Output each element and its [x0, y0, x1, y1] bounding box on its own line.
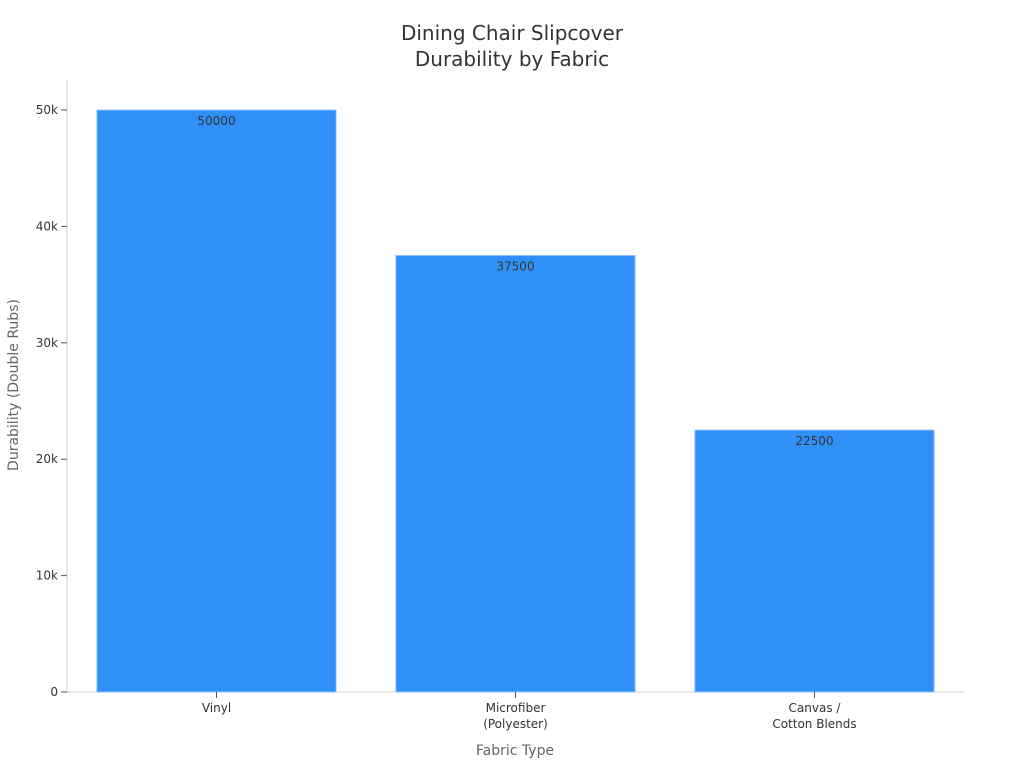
bar	[694, 429, 935, 693]
y-tick-label: 40k	[36, 219, 58, 233]
x-tick-label: (Polyester)	[483, 717, 548, 731]
x-tick-label: Canvas /	[789, 701, 842, 715]
chart-title-line-2: Durability by Fabric	[415, 47, 609, 71]
y-tick-label: 20k	[36, 452, 58, 466]
data-labels: 50000 37500 22500	[197, 114, 833, 448]
x-axis-ticks: Vinyl Microfiber (Polyester) Canvas / Cotton…	[202, 692, 857, 731]
bar-value-label: 37500	[496, 260, 534, 274]
x-tick-label: Microfiber	[486, 701, 546, 715]
y-axis-ticks: 0 10k 20k 30k 40k 50k	[36, 103, 67, 699]
y-tick-label: 0	[50, 685, 58, 699]
y-axis-label: Durability (Double Rubs)	[6, 299, 22, 471]
bar	[395, 255, 636, 693]
x-axis-label: Fabric Type	[476, 743, 554, 759]
x-tick-label: Vinyl	[202, 701, 231, 715]
y-tick-label: 50k	[36, 103, 58, 117]
chart-title: Dining Chair Slipcover Durability by Fab…	[401, 21, 624, 71]
y-tick-label: 30k	[36, 336, 58, 350]
y-tick-label: 10k	[36, 569, 58, 583]
bar-value-label: 22500	[795, 434, 833, 448]
bars	[96, 109, 935, 693]
x-tick-label: Cotton Blends	[772, 717, 856, 731]
chart-title-line-1: Dining Chair Slipcover	[401, 21, 624, 45]
bar-value-label: 50000	[197, 114, 235, 128]
bar	[96, 109, 337, 693]
